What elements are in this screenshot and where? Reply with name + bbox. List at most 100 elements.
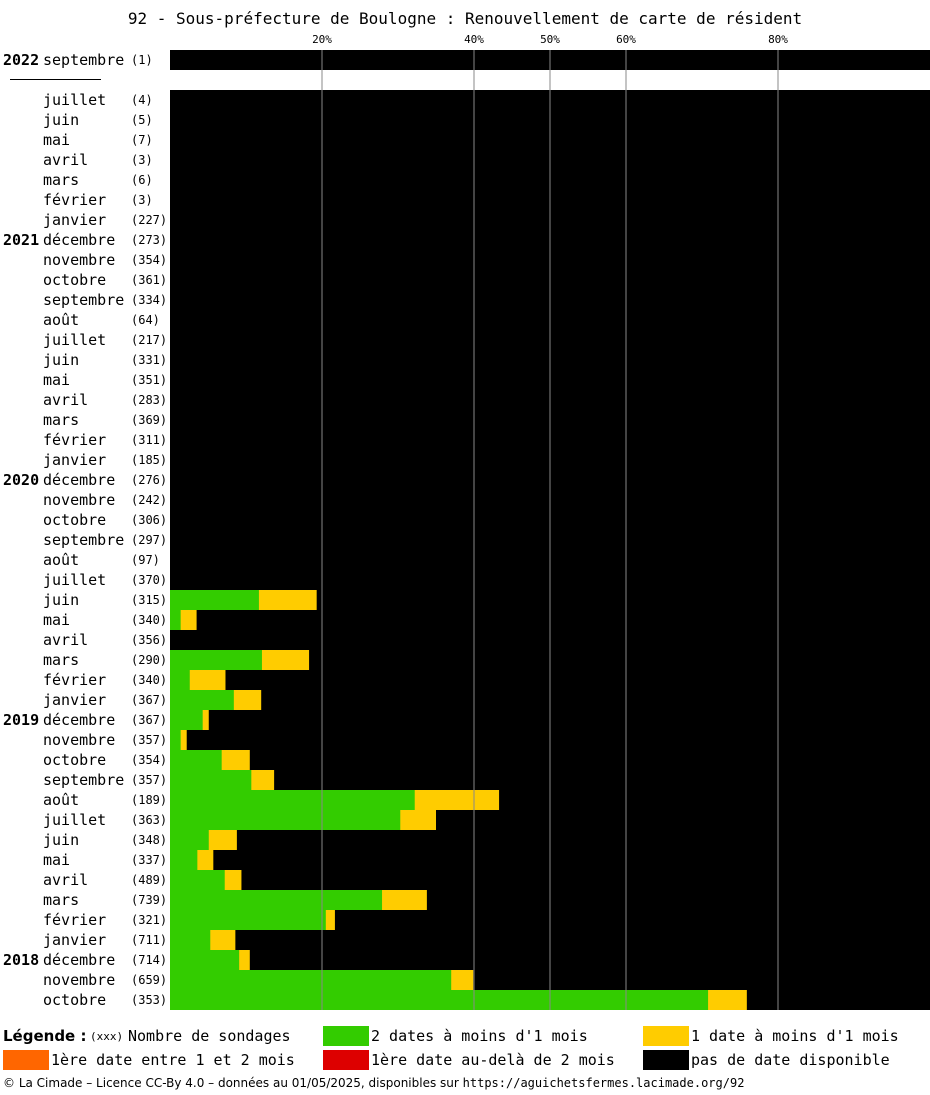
chart-title: 92 - Sous-préfecture de Boulogne : Renou… <box>127 9 803 28</box>
count-label: (306) <box>131 513 168 527</box>
count-label: (283) <box>131 393 168 407</box>
count-label: (367) <box>131 713 168 727</box>
month-label: octobre <box>43 271 107 289</box>
bar-yellow-40 <box>197 850 214 870</box>
month-label: décembre <box>43 951 116 969</box>
bar-green-36 <box>170 770 252 790</box>
count-label: (348) <box>131 833 168 847</box>
bar-yellow-45 <box>239 950 251 970</box>
bar-green-43 <box>170 910 327 930</box>
count-label: (189) <box>131 793 168 807</box>
bar-yellow-36 <box>251 770 275 790</box>
bar-green-28 <box>170 610 182 630</box>
tick-label: 20% <box>312 33 332 46</box>
month-label: juin <box>43 831 80 849</box>
count-label: (242) <box>131 493 168 507</box>
legend-red-label: 1ère date au-delà de 2 mois <box>371 1051 615 1069</box>
tick-label: 40% <box>464 33 484 46</box>
month-label: avril <box>43 871 89 889</box>
month-label: janvier <box>43 451 107 469</box>
legend-swatch-orange <box>3 1050 49 1070</box>
month-label: février <box>43 431 107 449</box>
count-label: (1) <box>131 53 153 67</box>
bar-green-38 <box>170 810 401 830</box>
count-label: (370) <box>131 573 168 587</box>
bar-black-27 <box>316 590 930 610</box>
count-label: (311) <box>131 433 168 447</box>
count-label: (340) <box>131 673 168 687</box>
month-label: décembre <box>43 711 116 729</box>
count-label: (321) <box>131 913 168 927</box>
tick-label: 80% <box>768 33 788 46</box>
year-label: 2022 <box>3 51 40 69</box>
month-label: juillet <box>43 811 107 829</box>
bar-yellow-43 <box>325 910 336 930</box>
count-label: (357) <box>131 733 168 747</box>
legend-count-label: Nombre de sondages <box>128 1027 291 1045</box>
month-label: septembre <box>43 51 125 69</box>
count-label: (227) <box>131 213 168 227</box>
count-label: (315) <box>131 593 168 607</box>
month-label: décembre <box>43 471 116 489</box>
tick-label: 50% <box>540 33 560 46</box>
bar-black-38 <box>436 810 930 830</box>
bar-black-41 <box>241 870 930 890</box>
bar-black-33 <box>208 710 930 730</box>
month-label: juin <box>43 591 80 609</box>
month-label: avril <box>43 151 89 169</box>
count-label: (97) <box>131 553 160 567</box>
bar-yellow-32 <box>233 690 262 710</box>
count-label: (351) <box>131 373 168 387</box>
month-label: octobre <box>43 991 107 1009</box>
legend-swatch-red <box>323 1050 369 1070</box>
month-label: février <box>43 911 107 929</box>
bar-yellow-42 <box>382 890 428 910</box>
month-label: janvier <box>43 211 107 229</box>
bar-green-41 <box>170 870 226 890</box>
bar-yellow-41 <box>224 870 242 890</box>
count-label: (185) <box>131 453 168 467</box>
footer-link[interactable]: https://aguichetsfermes.lacimade.org/92 <box>462 1076 745 1090</box>
count-label: (367) <box>131 693 168 707</box>
bar-green-34 <box>170 730 182 750</box>
bar-black-45 <box>249 950 930 970</box>
bar-black-46 <box>473 970 930 990</box>
bar-yellow-27 <box>258 590 318 610</box>
month-label: juin <box>43 111 80 129</box>
count-label: (217) <box>131 333 168 347</box>
count-label: (357) <box>131 773 168 787</box>
bar-green-46 <box>170 970 452 990</box>
month-label: septembre <box>43 771 125 789</box>
bar-black-40 <box>213 850 930 870</box>
bar-yellow-44 <box>210 930 236 950</box>
month-label: juillet <box>43 91 107 109</box>
count-label: (276) <box>131 473 168 487</box>
month-label: mars <box>43 171 80 189</box>
count-label: (64) <box>131 313 160 327</box>
bar-black-44 <box>235 930 930 950</box>
count-label: (361) <box>131 273 168 287</box>
count-label: (354) <box>131 253 168 267</box>
bar-black-31 <box>225 670 930 690</box>
bar-green-35 <box>170 750 223 770</box>
month-label: avril <box>43 391 89 409</box>
legend-title: Légende : <box>3 1027 87 1045</box>
month-label: mai <box>43 371 71 389</box>
bar-yellow-39 <box>208 830 238 850</box>
bar-yellow-46 <box>451 970 474 990</box>
bar-green-31 <box>170 670 191 690</box>
count-label: (354) <box>131 753 168 767</box>
bar-green-44 <box>170 930 211 950</box>
footer-text: © La Cimade – Licence CC-By 4.0 – donnée… <box>3 1076 463 1090</box>
count-label: (363) <box>131 813 168 827</box>
month-label: mai <box>43 131 71 149</box>
bar-yellow-47 <box>708 990 748 1010</box>
count-label: (7) <box>131 133 153 147</box>
month-label: mars <box>43 891 80 909</box>
count-label: (4) <box>131 93 153 107</box>
count-label: (369) <box>131 413 168 427</box>
month-label: septembre <box>43 291 125 309</box>
year-label: 2019 <box>3 711 40 729</box>
bar-green-45 <box>170 950 240 970</box>
count-label: (711) <box>131 933 168 947</box>
